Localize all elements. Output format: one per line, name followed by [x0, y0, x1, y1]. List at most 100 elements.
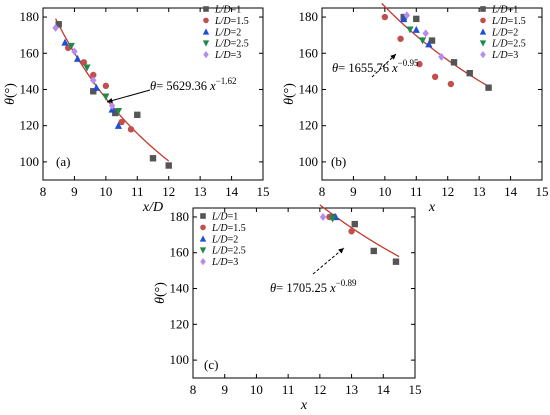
series-L-D-2.5 — [67, 42, 123, 115]
data-point — [102, 82, 110, 90]
y-tick-label: 120 — [20, 118, 40, 133]
data-point — [428, 37, 436, 44]
data-point — [118, 118, 125, 126]
x-tick-label: 15 — [536, 184, 549, 199]
data-point — [112, 109, 119, 117]
fit-equation-exponent: −0.95 — [398, 58, 419, 68]
legend-label: L/D=2.5 — [491, 39, 526, 50]
y-tick-label: 160 — [20, 45, 40, 60]
legend-label-value: =2 — [508, 27, 519, 38]
data-point — [447, 80, 455, 88]
data-point — [149, 155, 157, 162]
x-tick-label: 8 — [190, 382, 197, 397]
data-point — [466, 69, 473, 77]
legend-label: L/D=1.5 — [214, 16, 249, 27]
x-axis-label: x — [428, 200, 436, 215]
data-point — [381, 13, 389, 21]
fit-curve — [319, 204, 400, 258]
legend-label: L/D=1 — [491, 5, 518, 16]
series-L-D-3 — [52, 23, 116, 110]
legend-label: L/D=1 — [211, 212, 238, 223]
y-tick-label: 180 — [170, 209, 190, 224]
legend-marker — [200, 213, 206, 219]
fit-equation-var: x — [329, 281, 336, 295]
y-tick-label: 160 — [170, 245, 190, 260]
x-tick-label: 13 — [345, 382, 358, 397]
legend-label-value: =2 — [231, 27, 242, 38]
data-point — [67, 42, 75, 50]
fit-equation: θ= 5629.36 x−1.62 — [150, 76, 236, 93]
x-tick-label: 12 — [441, 184, 454, 199]
legend-label: L/D=2 — [491, 27, 518, 38]
data-point — [83, 64, 91, 72]
fit-equation-theta: θ — [270, 281, 276, 295]
data-point — [418, 37, 427, 45]
legend-marker — [202, 28, 210, 35]
data-point — [416, 60, 423, 68]
legend: L/D=1L/D=1.5L/D=2L/D=2.5L/D=3 — [199, 212, 246, 268]
x-tick-label: 9 — [221, 382, 228, 397]
legend-label-value: =2 — [228, 234, 239, 245]
fit-equation: θ= 1655.76 x−0.95 — [332, 58, 419, 75]
y-axis-label-unit: (°) — [3, 83, 18, 98]
data-point — [431, 73, 439, 81]
series-L-D-3 — [319, 212, 327, 221]
series-L-D-2.5 — [328, 215, 337, 223]
data-point — [403, 11, 411, 20]
legend-label: L/D=1 — [214, 5, 241, 16]
fit-equation-theta: θ — [332, 61, 338, 75]
data-point — [114, 108, 123, 115]
chart-panel-a: 8 9 10 11 12 13 14 15100120140160180x/Dθ(°)L/D=… — [3, 5, 270, 216]
y-tick-label: 180 — [20, 9, 40, 24]
data-point — [52, 23, 59, 32]
legend-label: L/D=2 — [211, 234, 238, 245]
plot-frame — [192, 207, 416, 379]
legend-label-var: L/D — [214, 27, 231, 38]
y-tick-label: 180 — [299, 9, 319, 24]
data-point — [392, 258, 400, 265]
legend-marker — [479, 28, 487, 35]
x-tick-label: 15 — [257, 184, 270, 199]
y-axis-label: θ(°) — [153, 282, 168, 304]
plot-frame — [42, 7, 264, 181]
legend-label-var: L/D — [214, 5, 231, 16]
x-tick-label: 9 — [350, 184, 357, 199]
annotation-arrow — [312, 247, 345, 275]
legend-marker — [199, 235, 207, 242]
annotation-arrow — [106, 89, 151, 103]
legend-label-value: =3 — [228, 257, 239, 268]
x-axis-label: x — [300, 398, 308, 413]
legend-label-value: =1 — [231, 5, 242, 16]
legend-label-value: =3 — [508, 50, 519, 61]
data-point — [485, 84, 492, 91]
fit-equation-exponent: −1.62 — [216, 76, 237, 86]
legend-label: L/D=2.5 — [211, 246, 246, 257]
legend-label-value: =1.5 — [228, 223, 246, 234]
legend-marker — [200, 258, 206, 266]
legend-label: L/D=3 — [211, 257, 238, 268]
y-tick-label: 140 — [170, 281, 190, 296]
x-tick-label: 12 — [162, 184, 175, 199]
data-point — [55, 21, 62, 28]
fit-equation-exponent: −0.89 — [336, 278, 357, 288]
data-point — [450, 59, 458, 66]
x-tick-label: 9 — [71, 184, 78, 199]
annotation-arrowhead — [390, 54, 396, 60]
y-tick-label: 100 — [299, 154, 319, 169]
data-point — [92, 83, 101, 91]
legend-label-value: =1.5 — [508, 16, 526, 27]
data-point — [90, 88, 97, 95]
x-tick-label: 13 — [194, 184, 207, 199]
legend-label-var: L/D — [491, 50, 508, 61]
data-point — [80, 59, 88, 66]
y-axis-label-symbol: θ — [153, 297, 168, 304]
data-point — [108, 101, 116, 110]
series-L-D-1.5 — [381, 13, 455, 88]
data-point — [165, 162, 172, 169]
legend-label: L/D=2 — [214, 27, 241, 38]
annotation-arrowhead — [338, 248, 344, 254]
data-point — [90, 76, 97, 85]
y-tick-label: 140 — [299, 81, 319, 96]
x-tick-label: 11 — [410, 184, 423, 199]
